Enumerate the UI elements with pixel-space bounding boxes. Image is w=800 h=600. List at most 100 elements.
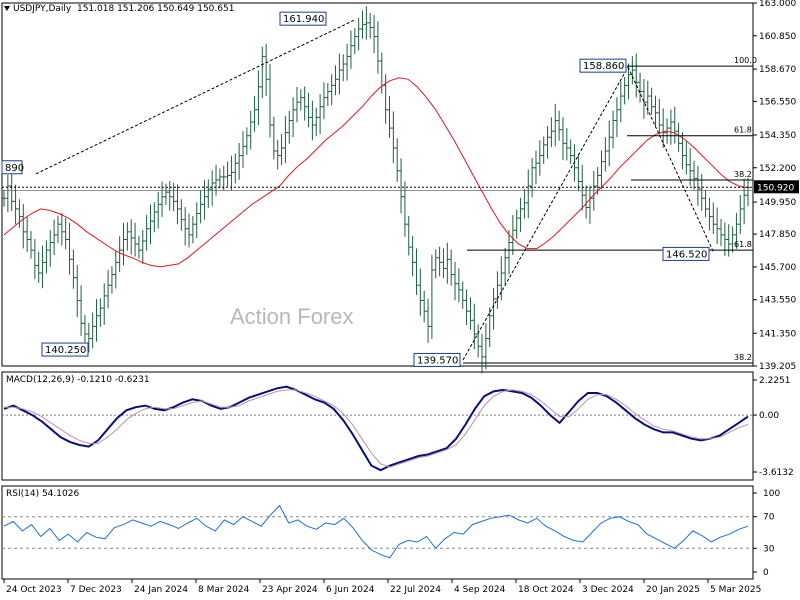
ohlc-bar [175,184,180,225]
price-callout-box [41,342,89,357]
ohlc-bar [406,215,411,256]
ohlc-bar [715,207,720,245]
fibonacci-level-label: 61.8 [734,126,752,135]
price-callout-label: 158.860 [583,61,624,72]
price-axis-label: 154.350 [759,131,796,141]
ohlc-bar [275,139,280,170]
ohlc-bar [464,289,469,326]
time-axis-label: 24 Oct 2023 [6,585,62,595]
ohlc-bar [360,10,365,39]
price-callout-box [1,160,23,175]
ohlc-bar [584,185,589,219]
ohlc-bar [194,202,199,239]
fibonacci-level-label: 100.0 [734,56,757,65]
price-callout: 140.250 [41,342,89,357]
ohlc-bar [252,95,257,132]
watermark: Action Forex [230,304,354,329]
time-axis-label: 7 Dec 2023 [70,585,122,595]
ohlc-bar [468,297,473,331]
ohlc-bar [676,122,681,152]
ohlc-bar [318,94,323,135]
ohlc-bar [129,219,134,255]
ohlc-bar [387,95,392,138]
rsi-line [3,504,749,559]
ohlc-bar [557,110,562,141]
ohlc-bar [506,229,511,275]
swing-trendline [462,66,629,361]
ohlc-bar [310,100,315,141]
time-axis-label: 3 Dec 2024 [582,585,634,595]
ohlc-bar [568,139,573,164]
ohlc-bar [79,285,84,336]
price-callout: 158.860 [579,58,627,73]
ohlc-bar [256,70,261,126]
ohlc-bar [672,106,677,144]
ohlc-bar [437,246,442,277]
ohlc-bar [40,245,45,289]
ohlc-bar [183,207,188,246]
ohlc-bar [472,303,477,350]
ohlc-bar [306,92,311,128]
rsi-axis-label: 100 [763,489,780,499]
rsi-axis-label: 0 [763,568,769,578]
macd-axis-label: 0.00 [759,411,779,421]
ohlc-bar [294,86,299,123]
ohlc-bar [264,43,269,96]
ohlc-bar [661,108,666,148]
ohlc-bar [198,190,203,224]
ohlc-bar [545,126,550,159]
ohlc-bar [333,65,338,96]
price-callout-box [662,246,710,261]
ohlc-bar [603,137,608,172]
ohlc-bar [140,229,145,265]
ohlc-bar [375,21,380,74]
ohlc-bar [476,324,481,358]
ohlc-bar [321,82,326,120]
ohlc-bar [210,170,215,206]
price-callout: 161.940 [279,11,327,26]
ohlc-bar [560,117,565,160]
time-axis-label: 8 Mar 2024 [198,585,250,595]
macd-title: MACD(12,26,9) -0.1210 -0.6231 [6,375,150,385]
ohlc-bar [133,222,138,257]
current-price-label: 150.920 [757,183,794,193]
ohlc-bar [518,197,523,232]
ohlc-bar [125,222,130,251]
ohlc-bar [634,53,639,98]
ohlc-bar [25,216,30,252]
ohlc-bar [726,224,731,257]
rsi-title: RSI(14) 54.1026 [6,489,80,499]
price-callout-label: 146.520 [666,249,707,260]
ohlc-bar [148,204,153,245]
fibonacci-level-label: 38.2 [734,353,752,362]
ohlc-bar [59,213,64,246]
ohlc-bar [510,215,515,256]
ohlc-bar [156,191,161,229]
ohlc-bar [626,63,631,100]
ohlc-bar [734,213,739,249]
ohlc-bar [503,248,508,285]
ohlc-bar [287,110,292,144]
price-axis-label: 145.700 [759,263,796,273]
ohlc-bar [391,111,396,164]
ohlc-bar [36,251,41,283]
ohlc-bar [17,199,22,228]
ohlc-bar [730,226,735,253]
symbol-header: USDJPY,Daily 151.018 151.206 150.649 150… [4,4,234,14]
ohlc-bar [314,107,319,137]
main-panel-frame [1,2,754,367]
time-axis-label: 6 Jun 2024 [326,585,375,595]
time-axis-label: 4 Sep 2024 [454,585,506,595]
ohlc-bar [63,217,68,250]
symbol-menu-icon[interactable] [4,6,10,11]
ohlc-bar [576,153,581,192]
ohlc-bar [638,72,643,103]
ohlc-bar [395,138,400,182]
ohlc-bar [171,182,176,212]
ohlc-bar [21,204,26,249]
ohlc-bar [449,249,454,286]
ohlc-bar [225,161,230,187]
ohlc-bar [28,231,33,259]
ohlc-bar [514,209,519,239]
